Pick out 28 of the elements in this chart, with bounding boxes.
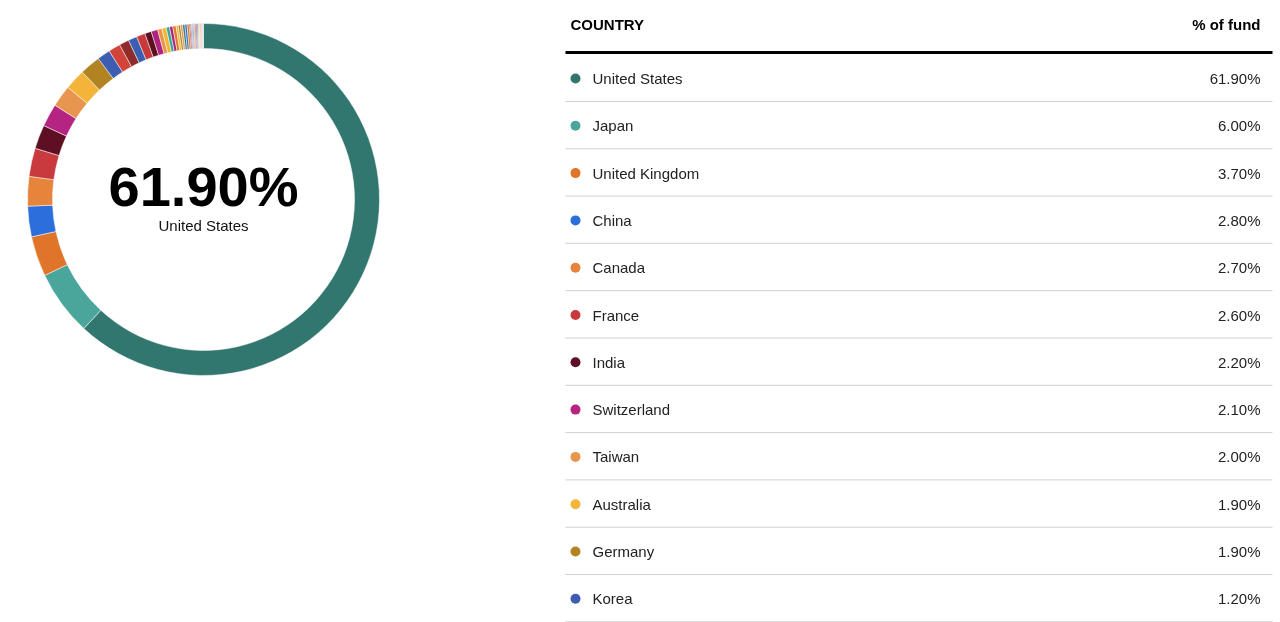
data-label: 61.90% (1209, 70, 1261, 87)
data-label: 6.00% (1217, 117, 1261, 135)
legend-label: Taiwan (592, 448, 640, 466)
text: % of fund (1192, 16, 1261, 33)
data-label: 1.20% (1217, 590, 1261, 608)
data-label: 2.20% (1217, 353, 1261, 371)
data-label: 2.10% (1217, 401, 1261, 419)
data-label: 2.70% (1217, 259, 1261, 277)
legend-label: India (592, 353, 626, 371)
legend-label: Australia (592, 495, 652, 513)
data-label: 1.90% (1217, 495, 1261, 513)
data-label: 1.90% (1217, 543, 1261, 560)
data-label: 3.70% (1217, 164, 1261, 182)
data-label: 2.60% (1217, 306, 1261, 324)
legend-label: Canada (592, 259, 646, 277)
legend-label: United States (592, 70, 683, 87)
legend-label: Korea (592, 590, 634, 608)
data-label: 2.00% (1217, 448, 1261, 466)
legend-label: France (592, 306, 640, 324)
legend-label: China (592, 211, 633, 229)
legend-label: United Kingdom (592, 164, 700, 182)
legend-title: COUNTRY (570, 16, 645, 33)
legend-label: Switzerland (592, 401, 671, 419)
text: United States (158, 217, 249, 234)
legend-label: Japan (592, 117, 634, 135)
legend-label: Germany (592, 543, 655, 560)
text: 61.90% (108, 155, 299, 218)
data-label: 2.80% (1217, 211, 1261, 229)
